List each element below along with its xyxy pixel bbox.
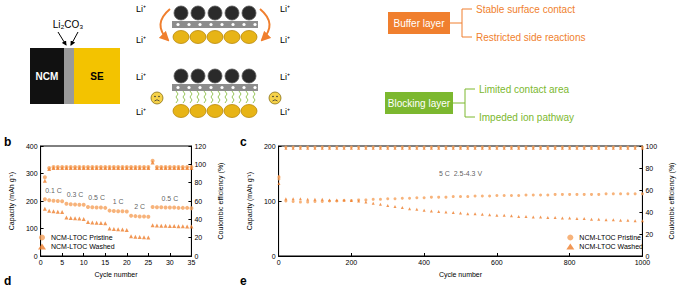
svg-text:0: 0 — [645, 252, 650, 260]
svg-text:Li⁺: Li⁺ — [280, 35, 290, 45]
svg-text:Coulombic efficiency (%): Coulombic efficiency (%) — [217, 163, 225, 240]
svg-text:15: 15 — [101, 259, 109, 266]
svg-text:100: 100 — [264, 198, 276, 205]
svg-text:1000: 1000 — [635, 259, 651, 266]
svg-text:Li⁺: Li⁺ — [136, 107, 146, 117]
svg-text:800: 800 — [564, 259, 576, 266]
svg-text:100: 100 — [645, 143, 657, 150]
html-text:e: e — [240, 274, 247, 288]
svg-text:Limited contact area: Limited contact area — [479, 84, 569, 95]
svg-text:Stable surface contact: Stable surface contact — [476, 4, 575, 15]
svg-text:Li⁺: Li⁺ — [280, 4, 290, 14]
svg-text:100: 100 — [26, 225, 38, 232]
svg-text:600: 600 — [491, 259, 503, 266]
svg-text:80: 80 — [645, 165, 653, 172]
svg-text:Li⁺: Li⁺ — [136, 4, 146, 14]
svg-text:0.1 C: 0.1 C — [45, 187, 62, 194]
svg-text:Blocking layer: Blocking layer — [388, 98, 451, 109]
svg-text:Li₂CO₃: Li₂CO₃ — [53, 19, 84, 30]
svg-text:1 C: 1 C — [113, 198, 124, 205]
svg-text:200: 200 — [264, 143, 276, 150]
svg-text:Li⁺: Li⁺ — [136, 35, 146, 45]
svg-text:Restricted side reactions: Restricted side reactions — [476, 32, 586, 43]
svg-text:0.5 C: 0.5 C — [88, 194, 105, 201]
svg-text:25: 25 — [144, 259, 152, 266]
svg-text:5 C 2.5-4.3 V: 5 C 2.5-4.3 V — [439, 170, 483, 177]
svg-text:Buffer layer: Buffer layer — [394, 18, 446, 29]
svg-text:400: 400 — [418, 259, 430, 266]
svg-text:Li⁺: Li⁺ — [136, 72, 146, 82]
html-text:d: d — [4, 274, 12, 288]
svg-text:40: 40 — [645, 209, 653, 216]
svg-text:NCM-LTOC Washed: NCM-LTOC Washed — [579, 243, 643, 250]
svg-text:NCM-LTOC Washed: NCM-LTOC Washed — [51, 243, 115, 250]
html-text:c: c — [240, 135, 247, 149]
svg-text:5: 5 — [60, 259, 64, 266]
svg-text:2 C: 2 C — [134, 203, 145, 210]
svg-text:0: 0 — [39, 259, 43, 266]
svg-text:0: 0 — [272, 253, 276, 260]
svg-text:SE: SE — [90, 71, 104, 82]
svg-text:60: 60 — [645, 187, 653, 194]
svg-text:0: 0 — [194, 252, 199, 260]
html-text:b: b — [4, 135, 12, 149]
svg-text:120: 120 — [194, 143, 206, 150]
svg-text:Cycle number: Cycle number — [94, 271, 138, 279]
svg-text:20: 20 — [123, 259, 131, 266]
svg-text:20: 20 — [194, 234, 202, 241]
svg-text:100: 100 — [194, 161, 206, 168]
svg-text:Impeded ion pathway: Impeded ion pathway — [479, 112, 574, 123]
svg-text:Li⁺: Li⁺ — [280, 72, 290, 82]
svg-text:0.3 C: 0.3 C — [67, 191, 84, 198]
svg-text:300: 300 — [26, 170, 38, 177]
svg-text:60: 60 — [194, 198, 202, 205]
svg-text:Li⁺: Li⁺ — [280, 107, 290, 117]
svg-text:35: 35 — [188, 259, 196, 266]
svg-text:30: 30 — [166, 259, 174, 266]
svg-text:200: 200 — [346, 259, 358, 266]
svg-text:80: 80 — [194, 179, 202, 186]
svg-text:40: 40 — [194, 216, 202, 223]
svg-text:0: 0 — [34, 253, 38, 260]
svg-text:Capacity (mAh g⁻¹): Capacity (mAh g⁻¹) — [8, 172, 16, 230]
svg-text:0: 0 — [277, 259, 281, 266]
svg-text:NCM-LTOC Pristine: NCM-LTOC Pristine — [51, 234, 113, 241]
svg-text:Coulombic efficiency (%): Coulombic efficiency (%) — [668, 163, 676, 240]
svg-text:NCM: NCM — [36, 71, 59, 82]
svg-text:Cycle number: Cycle number — [439, 271, 483, 279]
svg-text:20: 20 — [645, 231, 653, 238]
svg-text:200: 200 — [26, 198, 38, 205]
svg-text:NCM-LTOC Pristine: NCM-LTOC Pristine — [579, 234, 641, 241]
svg-text:400: 400 — [26, 143, 38, 150]
svg-text:0.5 C: 0.5 C — [162, 195, 179, 202]
svg-text:Capacity (mAh g⁻¹): Capacity (mAh g⁻¹) — [246, 172, 254, 230]
svg-text:10: 10 — [80, 259, 88, 266]
